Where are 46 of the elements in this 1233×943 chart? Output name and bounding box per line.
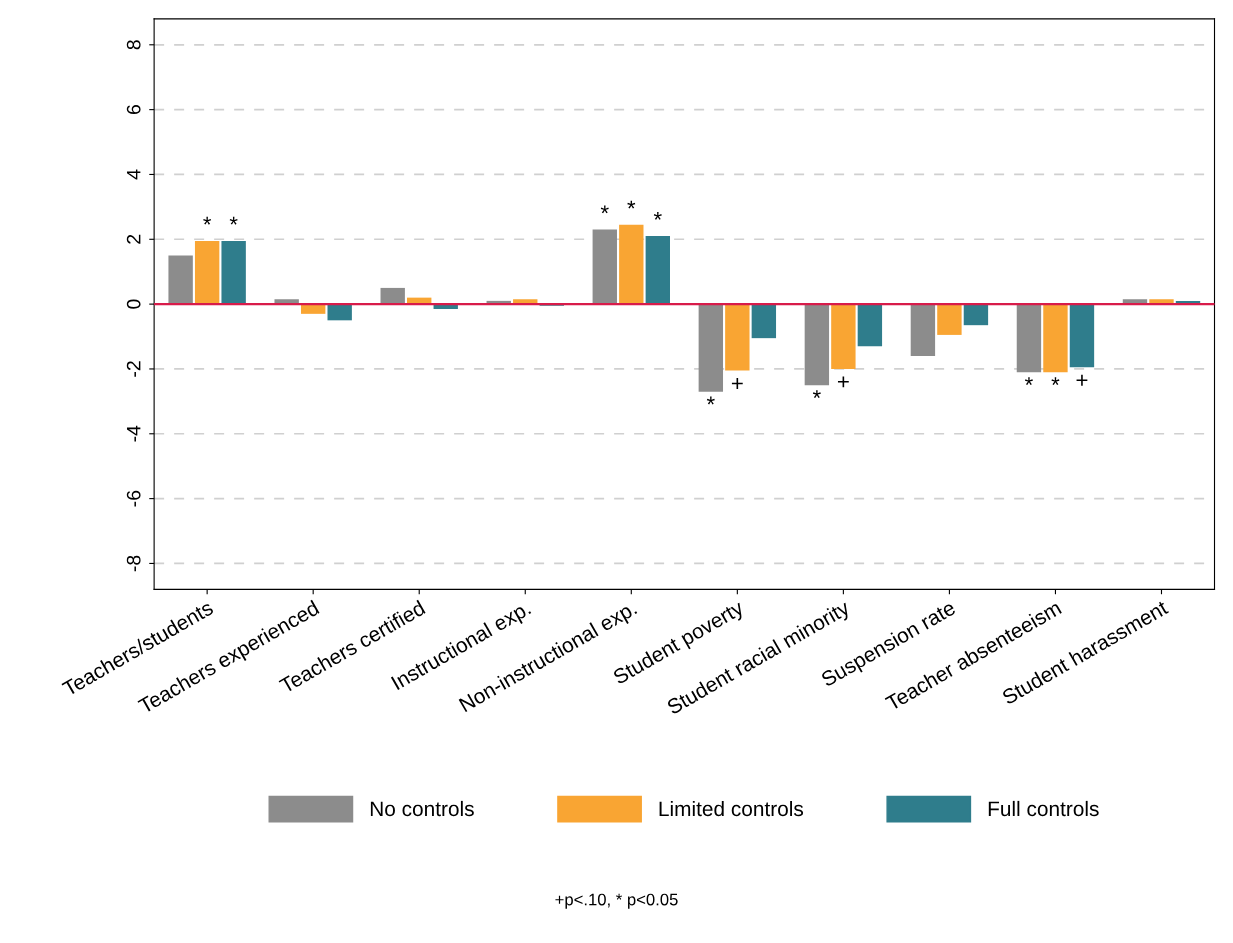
bar xyxy=(327,304,352,321)
y-tick-label: -8 xyxy=(126,555,141,572)
data-label: * xyxy=(627,200,636,209)
legend-label: No controls xyxy=(370,800,474,817)
data-label: * xyxy=(706,396,715,405)
bar xyxy=(619,224,644,305)
data-label: + xyxy=(837,376,849,388)
bar xyxy=(857,304,883,347)
data-label: * xyxy=(600,205,609,214)
data-label: * xyxy=(229,216,238,225)
y-tick-label: -2 xyxy=(126,361,141,377)
bar xyxy=(300,304,326,314)
y-tick-label: -4 xyxy=(126,425,141,442)
bar xyxy=(1069,304,1095,368)
bar xyxy=(804,304,830,386)
data-label: * xyxy=(1051,377,1060,385)
bar xyxy=(1016,304,1042,373)
y-tick-label: 0 xyxy=(126,299,141,309)
data-label: + xyxy=(1076,374,1088,386)
y-tick-label: 4 xyxy=(126,169,141,180)
legend-label: Limited controls xyxy=(659,800,804,817)
bar xyxy=(645,236,670,305)
bar xyxy=(592,229,617,305)
y-tick-label: 2 xyxy=(126,234,141,244)
y-tick-label: 6 xyxy=(126,105,141,115)
bar xyxy=(751,304,777,339)
data-label: + xyxy=(731,378,743,389)
bar xyxy=(725,304,750,371)
data-label: * xyxy=(812,390,821,398)
data-label: * xyxy=(1024,377,1033,385)
bar xyxy=(168,255,193,305)
data-label: * xyxy=(203,216,212,225)
bar xyxy=(380,287,405,305)
y-tick-label: 8 xyxy=(126,40,141,50)
bar xyxy=(221,240,246,305)
legend-label: Full controls xyxy=(988,800,1099,817)
bar xyxy=(1043,304,1068,373)
bar xyxy=(698,304,724,392)
y-tick-label: -6 xyxy=(126,490,141,507)
bar xyxy=(963,304,989,326)
bar xyxy=(910,304,936,356)
text: +p<.10, * p<0.05 xyxy=(555,893,678,909)
bar xyxy=(937,304,962,335)
bar xyxy=(831,304,856,369)
data-label: * xyxy=(653,211,662,220)
bar xyxy=(194,240,220,305)
